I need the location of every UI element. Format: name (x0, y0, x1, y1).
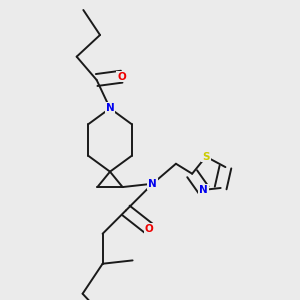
Text: S: S (202, 152, 210, 162)
Text: N: N (106, 103, 114, 113)
Text: O: O (145, 224, 154, 234)
Text: O: O (117, 72, 126, 82)
Text: N: N (148, 179, 157, 189)
Text: N: N (199, 185, 208, 195)
